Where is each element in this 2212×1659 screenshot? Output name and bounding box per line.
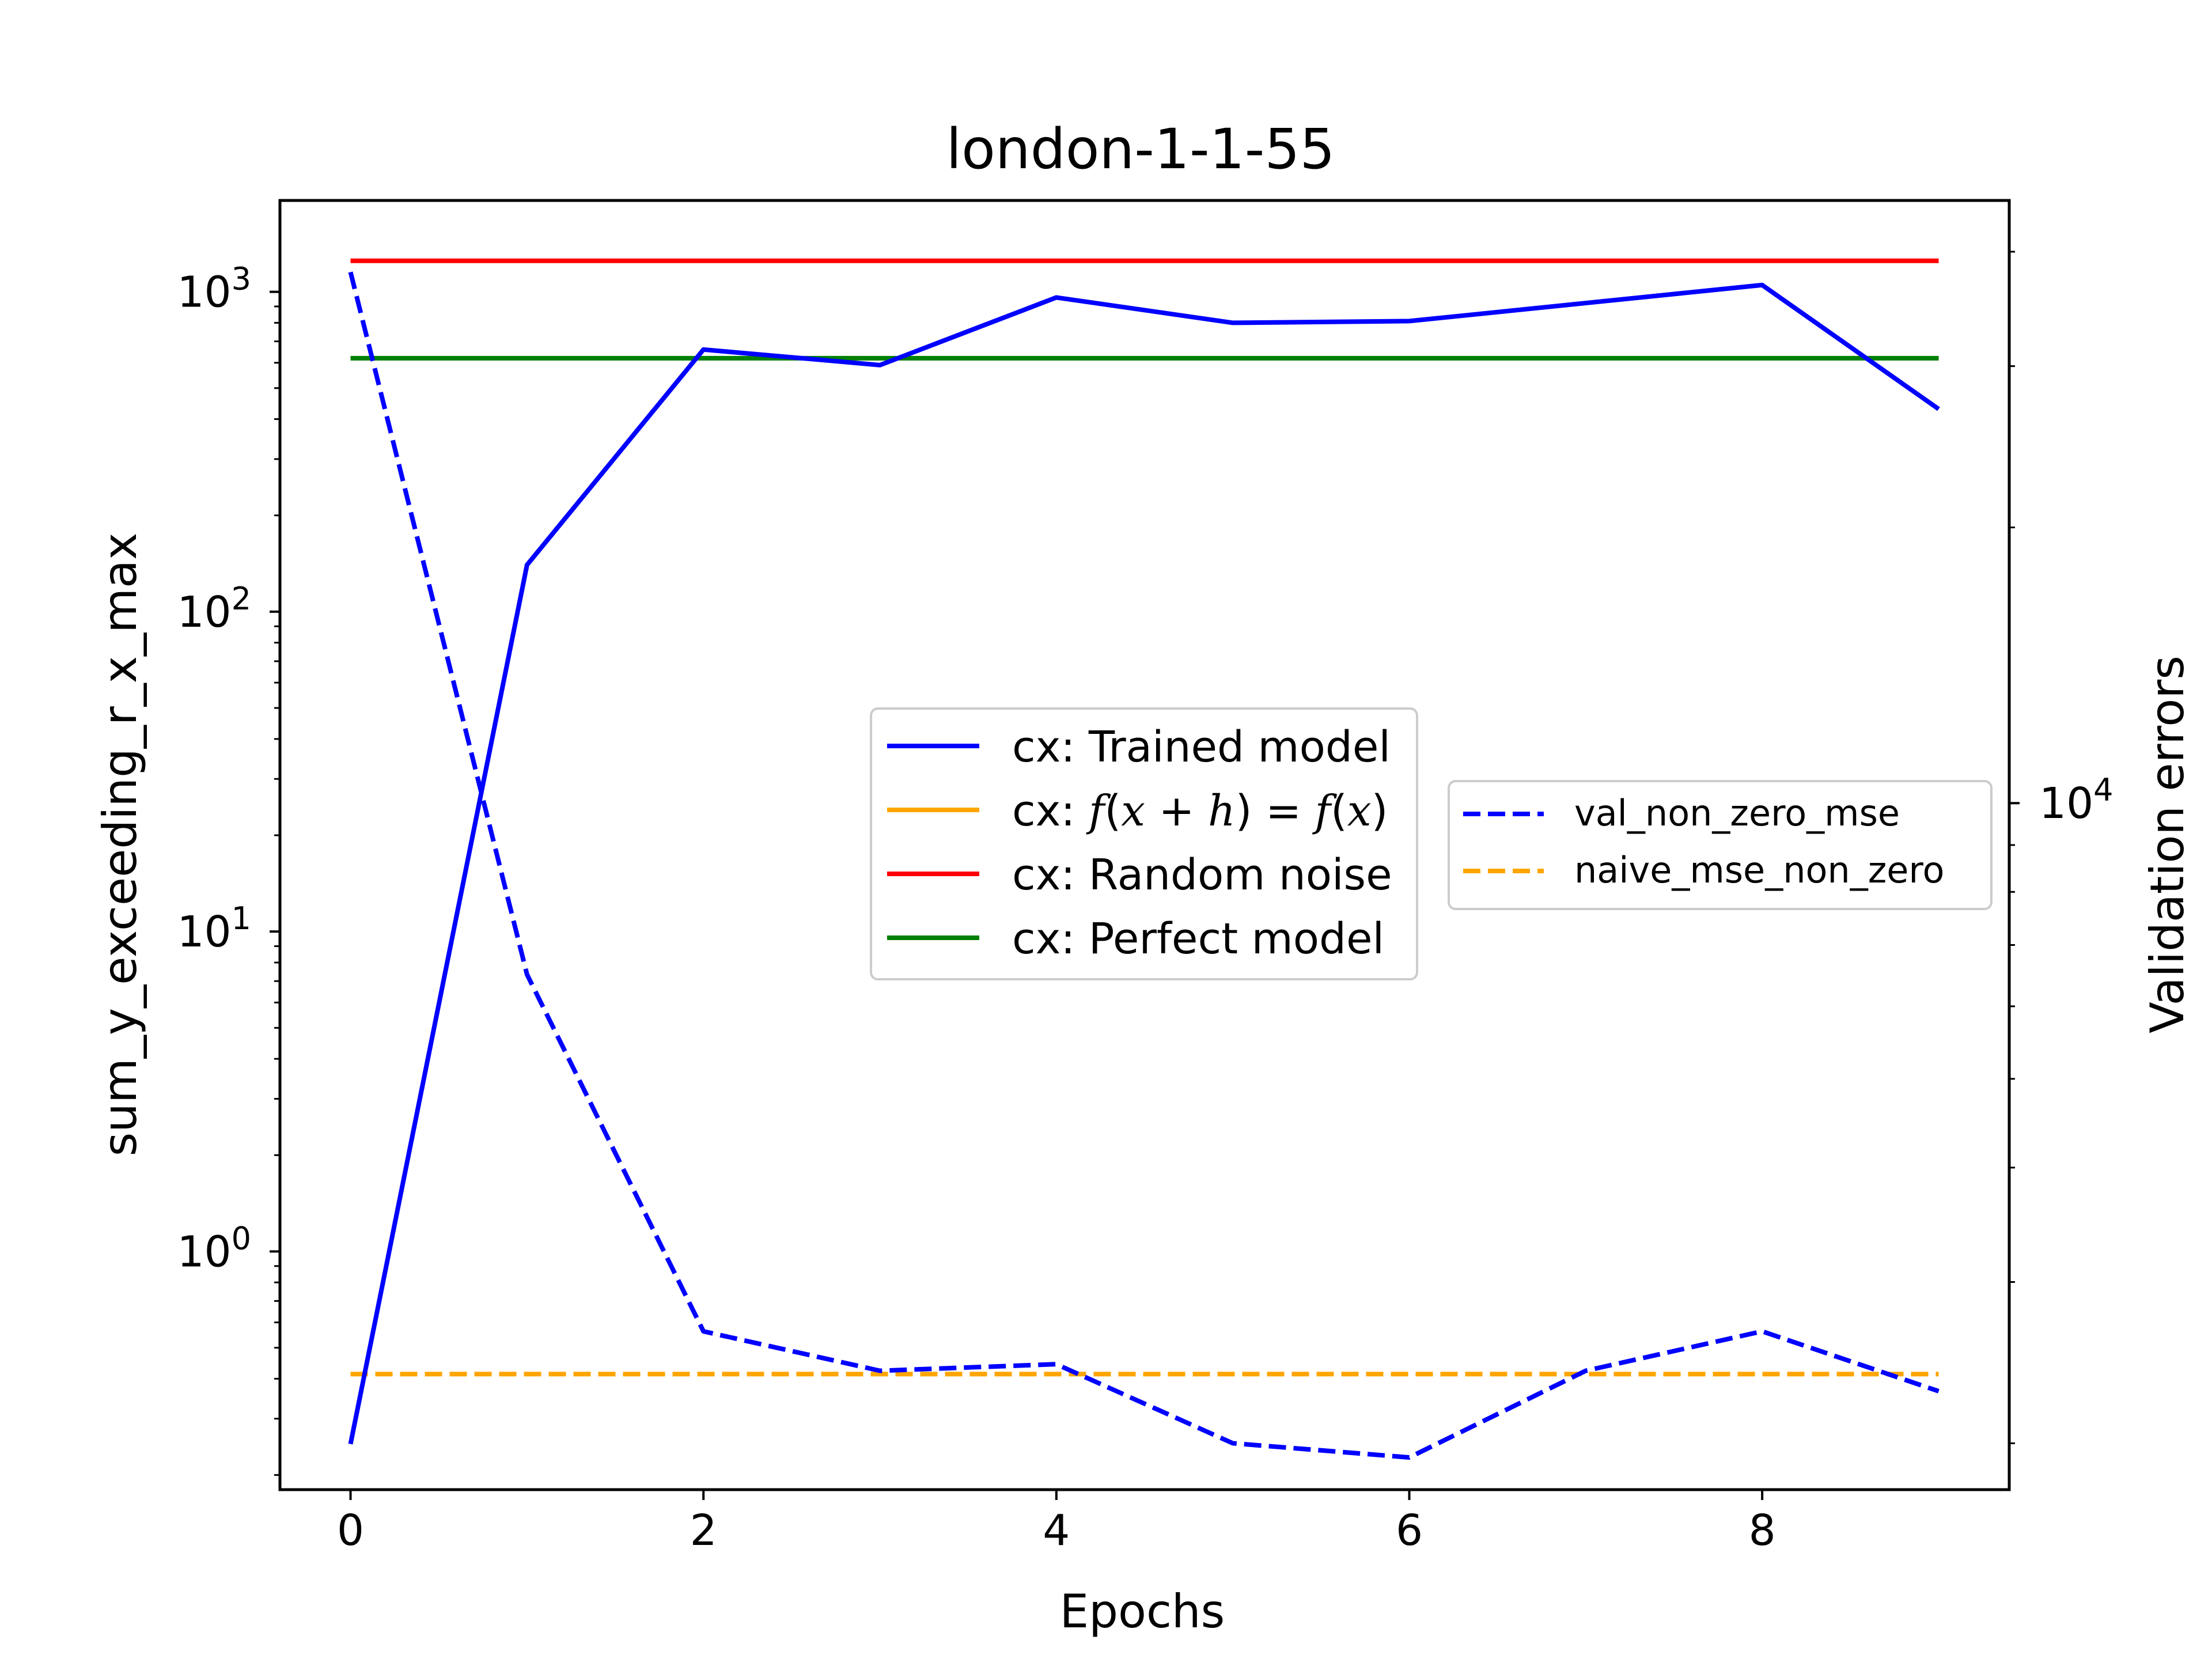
chart-title: london-1-1-55 [946,117,1335,181]
legend-label-fxh: cx: f(x + h) = f(x) [1012,786,1388,836]
x-tick-label: 4 [1043,1506,1070,1555]
x-axis: 0 2 4 6 8 [337,1490,1776,1555]
series-line-cx-trained-model [348,282,1940,1445]
y-tick-label: 100 [177,1220,251,1277]
y-axis-left: 100 101 102 103 [177,261,280,1476]
y-axis-right: 104 [2009,251,2113,1445]
y-axis-right-label: Validation errors [2141,656,2194,1033]
legend-main-frame [870,707,1418,980]
y-tick-label: 101 [177,900,251,957]
x-tick-label: 6 [1396,1506,1423,1555]
x-tick-label: 0 [337,1506,364,1555]
legend-validation: val_non_zero_mse naive_mse_non_zero [1448,780,1993,910]
y-axis-left-label: sum_y_exceeding_r_x_max [93,533,147,1157]
legend-label-perfect-model: cx: Perfect model [1012,914,1384,964]
legend-label-val-non-zero-mse: val_non_zero_mse [1574,792,1900,834]
legend-label-naive-mse-non-zero: naive_mse_non_zero [1574,849,1944,891]
series-line-val-non-zero-mse [348,271,1940,1460]
x-tick-label: 8 [1749,1506,1776,1555]
x-tick-label: 2 [690,1506,717,1555]
legend-validation-frame [1448,780,1993,910]
plot-area [348,258,1940,1460]
legend-label-random-noise: cx: Random noise [1012,850,1392,900]
y2-tick-label: 104 [2039,772,2113,828]
legend-main: cx: Trained model cx: f(x + h) = f(x) cx… [870,707,1418,980]
y-tick-label: 103 [177,261,251,317]
x-axis-label: Epochs [1060,1585,1225,1638]
y-tick-label: 102 [177,581,251,637]
legend-label-trained-model: cx: Trained model [1012,722,1391,772]
